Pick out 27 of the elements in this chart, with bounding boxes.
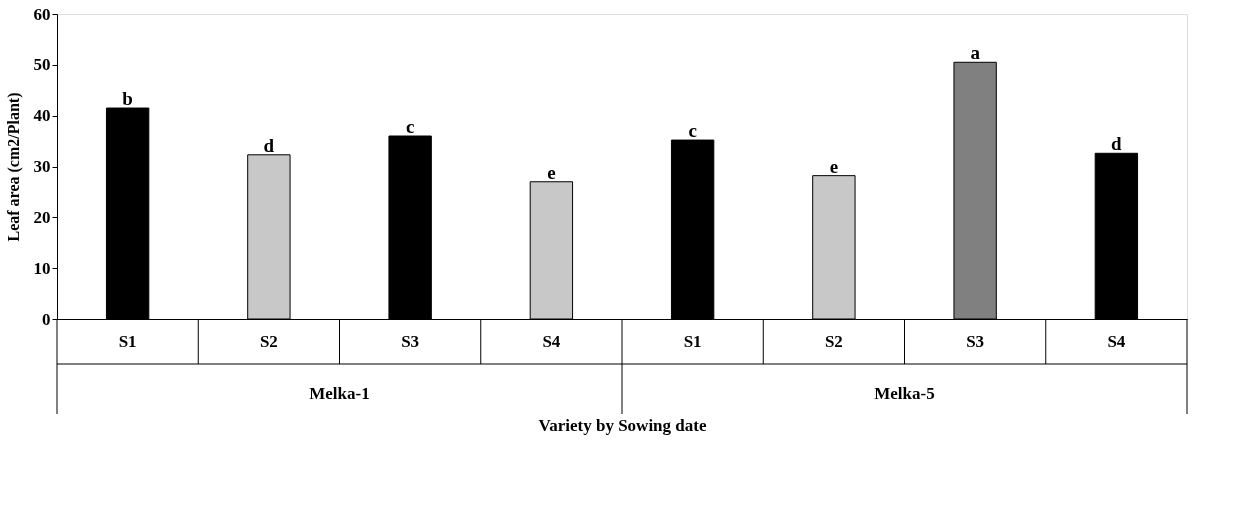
y-tick-label: 10 — [33, 258, 51, 278]
x-tick-label: S1 — [683, 331, 702, 351]
y-tick-label: 40 — [33, 106, 51, 126]
x-tick-label: S4 — [1107, 331, 1126, 351]
y-tick-label: 20 — [33, 207, 51, 227]
x-tick-label: S3 — [401, 331, 420, 351]
text: Melka-5 — [874, 384, 935, 403]
data-label: b — [122, 88, 133, 110]
x-axis-title: Variety by Sowing date — [538, 415, 707, 435]
data-label: c — [405, 116, 415, 137]
x-tick-label: S3 — [966, 331, 985, 351]
y-tick-label: 30 — [33, 157, 51, 176]
data-label: c — [688, 120, 697, 142]
text: Melka-1 — [309, 384, 370, 403]
y-tick-label: 0 — [42, 309, 51, 329]
data-label: e — [547, 161, 556, 183]
y-axis-title: Leaf area (cm2/Plant) — [4, 92, 23, 242]
y-tick-label: 60 — [33, 4, 51, 24]
x-tick-label: S2 — [259, 331, 278, 351]
data-label: a — [970, 42, 981, 64]
x-tick-label: S1 — [118, 331, 137, 351]
x-tick-label: S4 — [542, 331, 561, 351]
x-tick-label: S2 — [824, 331, 843, 351]
data-label: d — [263, 134, 275, 156]
y-tick-label: 50 — [33, 55, 51, 75]
data-label: e — [829, 155, 839, 177]
data-label: d — [1111, 133, 1123, 155]
